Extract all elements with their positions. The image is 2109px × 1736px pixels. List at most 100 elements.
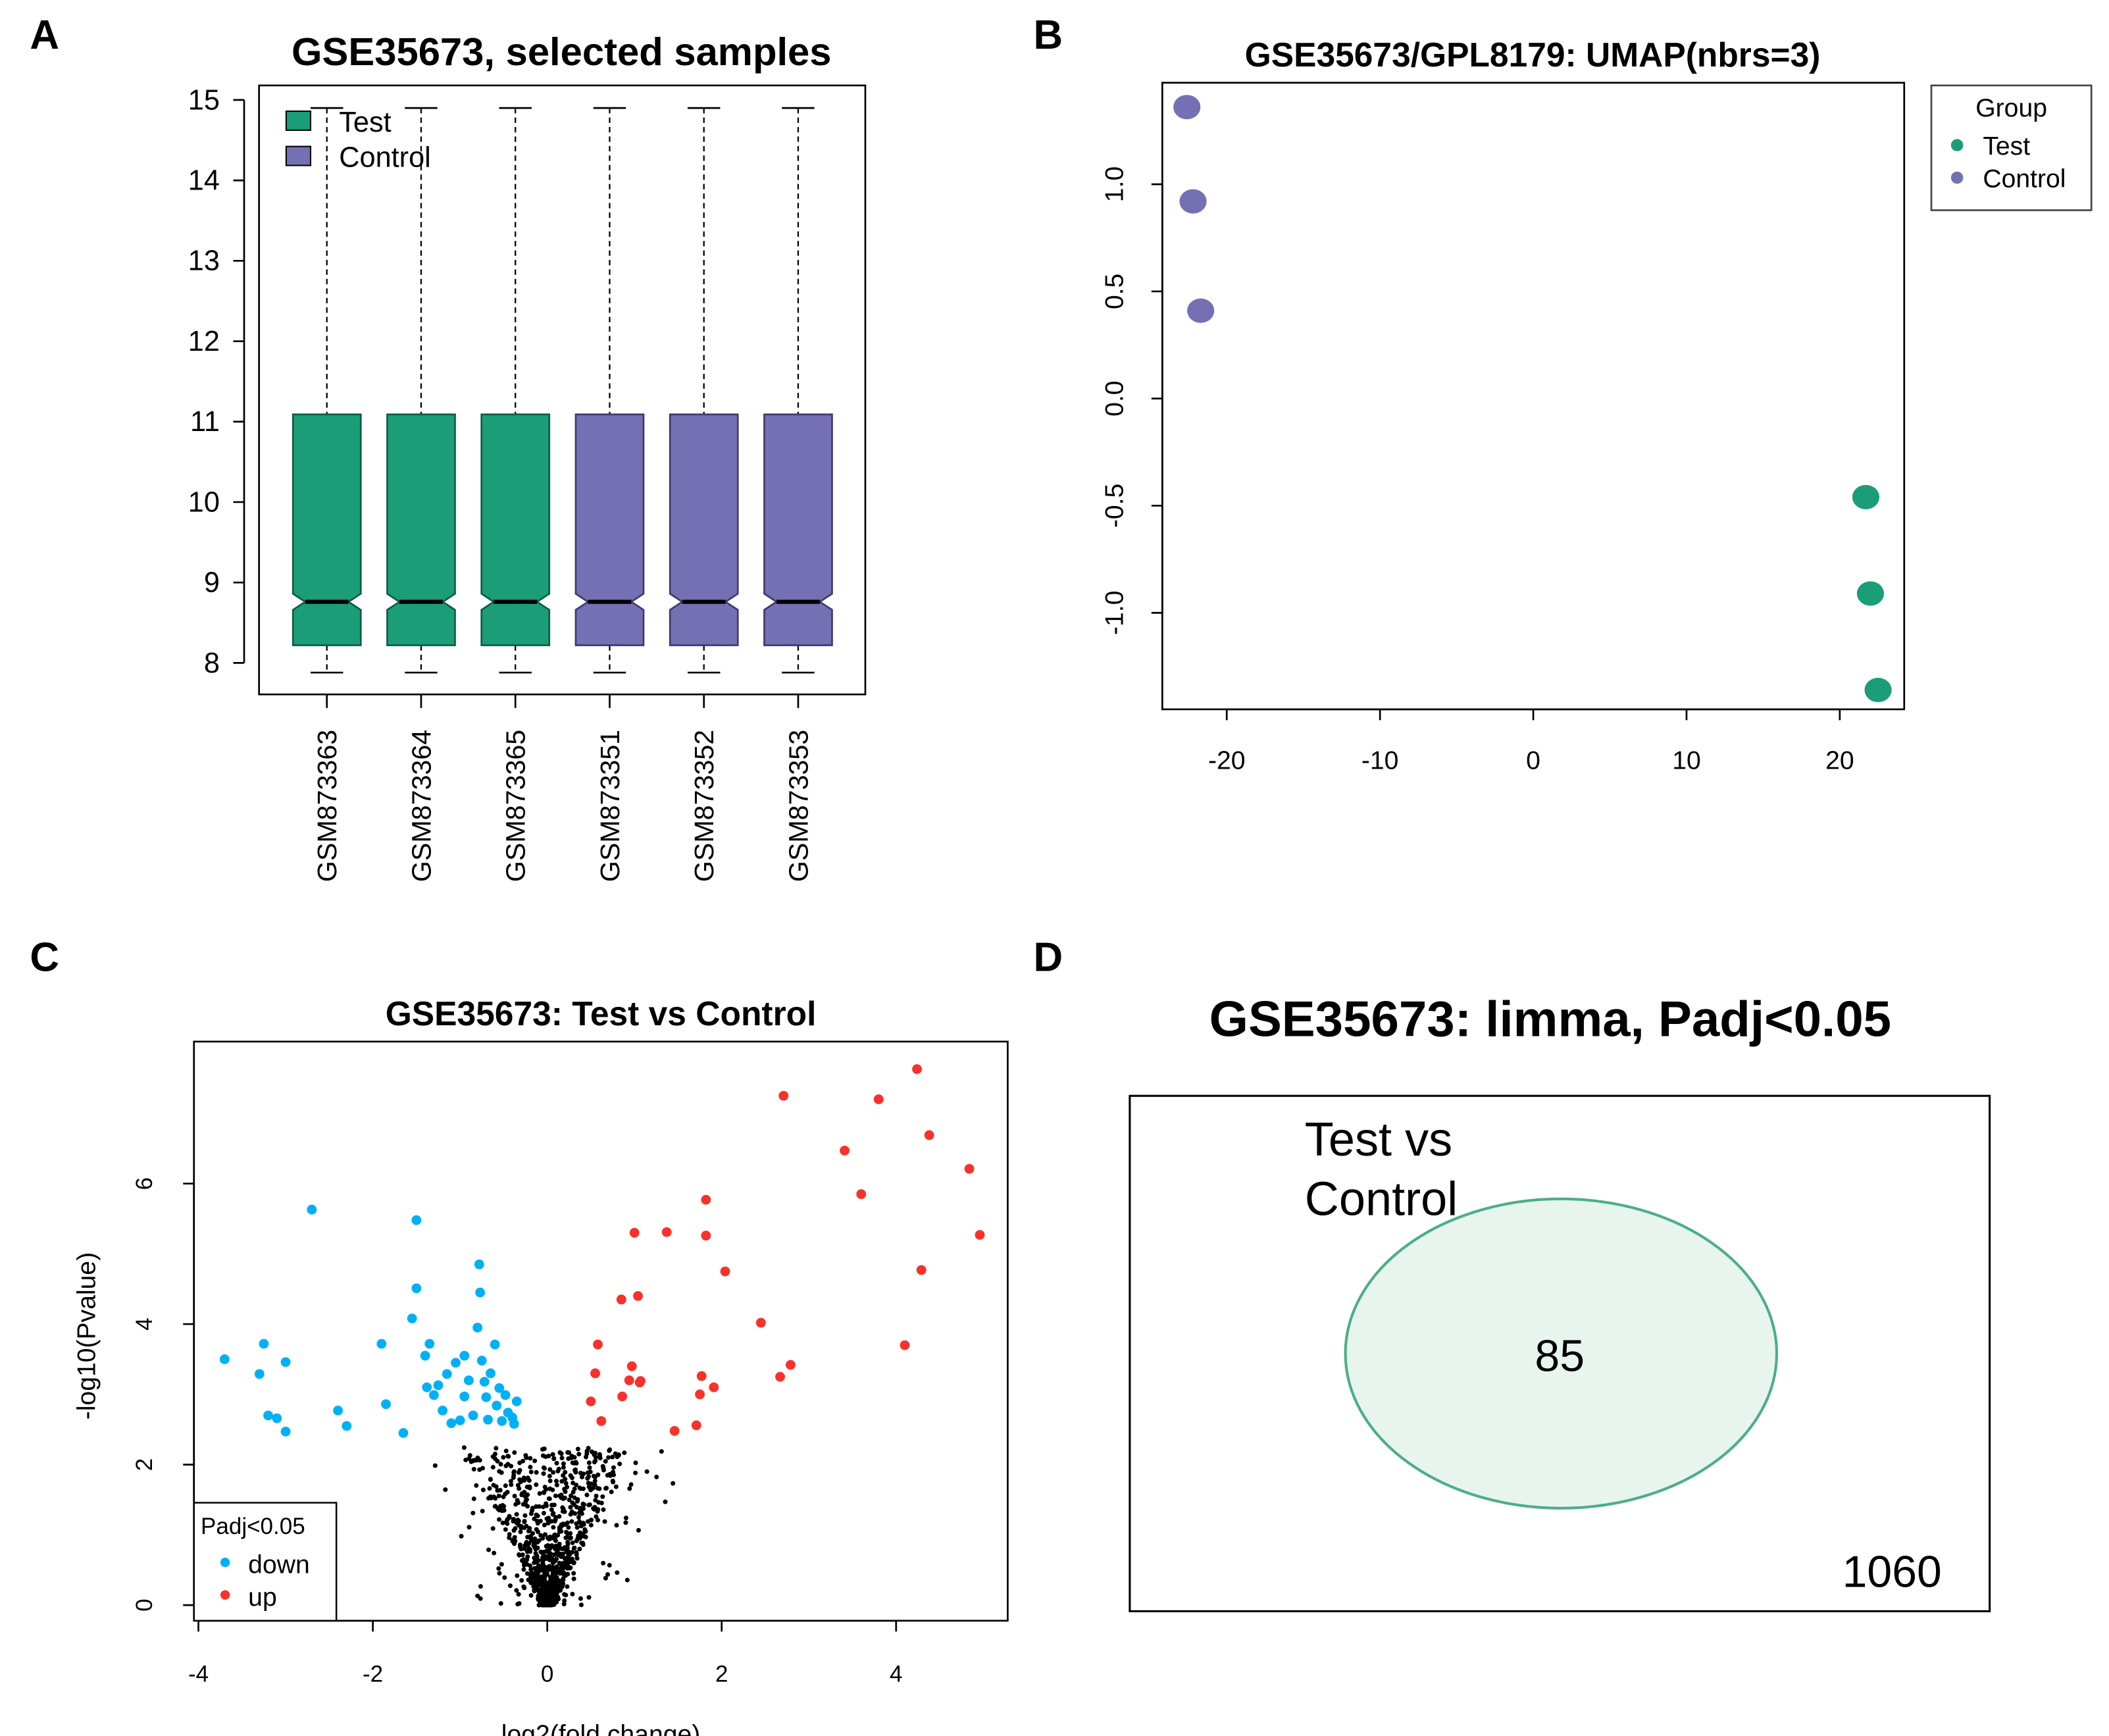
panel-a-boxes <box>292 107 833 674</box>
nonsignificant-gene-point <box>592 1482 597 1487</box>
nonsignificant-gene-point <box>532 1586 538 1591</box>
nonsignificant-gene-point <box>519 1578 524 1583</box>
nonsignificant-gene-point <box>539 1564 544 1570</box>
y-tick-label: 12 <box>188 326 220 357</box>
x-tick-label: 0 <box>541 1662 553 1687</box>
gene-point-down <box>476 1356 487 1366</box>
nonsignificant-gene-point <box>551 1525 556 1530</box>
nonsignificant-gene-point <box>623 1520 628 1525</box>
nonsignificant-gene-point <box>541 1550 546 1555</box>
nonsignificant-gene-point <box>570 1540 575 1545</box>
nonsignificant-gene-point <box>574 1556 580 1561</box>
venn-set-label-line1: Test vs <box>1305 1113 1452 1166</box>
nonsignificant-gene-point <box>520 1478 525 1483</box>
nonsignificant-gene-point <box>546 1496 551 1501</box>
nonsignificant-gene-point <box>633 1460 638 1466</box>
nonsignificant-gene-point <box>521 1567 526 1572</box>
nonsignificant-gene-point <box>547 1575 553 1580</box>
notched-box <box>574 413 645 646</box>
nonsignificant-gene-point <box>461 1445 467 1450</box>
nonsignificant-gene-point <box>563 1489 568 1494</box>
nonsignificant-gene-point <box>622 1450 627 1456</box>
nonsignificant-gene-point <box>471 1467 476 1472</box>
legend-swatch-test <box>285 110 312 131</box>
nonsignificant-gene-point <box>559 1456 565 1461</box>
gene-point-up <box>856 1189 867 1200</box>
gene-point-up <box>964 1163 975 1174</box>
nonsignificant-gene-point <box>535 1540 540 1545</box>
gene-point-down <box>481 1392 492 1402</box>
nonsignificant-gene-point <box>563 1477 568 1482</box>
nonsignificant-gene-point <box>497 1504 503 1510</box>
panel-d-title: GSE35673: limma, Padj<0.05 <box>1209 992 1891 1048</box>
nonsignificant-gene-point <box>600 1464 605 1469</box>
nonsignificant-gene-point <box>478 1584 483 1589</box>
nonsignificant-gene-point <box>550 1487 555 1493</box>
nonsignificant-gene-point <box>569 1519 574 1524</box>
nonsignificant-gene-point <box>557 1514 562 1519</box>
nonsignificant-gene-point <box>526 1546 532 1551</box>
panel-b-x-ticks: -20 -10 0 10 20 <box>1208 709 1854 775</box>
gene-point-down <box>342 1421 352 1431</box>
nonsignificant-gene-point <box>467 1525 472 1530</box>
panel-b-umap: B GSE35673/GPL8179: UMAP(nbrs=3) -20 -10 0… <box>1034 13 2093 775</box>
y-tick-label: 1.0 <box>1101 166 1129 202</box>
gene-point-down <box>511 1396 522 1406</box>
nonsignificant-gene-point <box>522 1585 527 1591</box>
panel-b-letter: B <box>1034 13 1063 58</box>
panel-b-legend: Group Test Control <box>1930 84 2093 211</box>
gene-point-down <box>459 1350 470 1361</box>
box-GSM873353 <box>763 107 833 674</box>
nonsignificant-gene-point <box>500 1520 505 1525</box>
nonsignificant-gene-point <box>478 1596 483 1601</box>
nonsignificant-gene-point <box>568 1504 573 1510</box>
gene-point-down <box>428 1390 439 1400</box>
gene-point-down <box>509 1419 519 1429</box>
x-tick-label: -2 <box>363 1662 383 1687</box>
nonsignificant-gene-point <box>540 1600 545 1605</box>
nonsignificant-gene-point <box>588 1523 594 1528</box>
nonsignificant-gene-point <box>549 1543 555 1548</box>
nonsignificant-gene-point <box>597 1452 602 1457</box>
panel-b-legend-title: Group <box>1975 94 2047 122</box>
gene-point-up <box>720 1266 730 1277</box>
nonsignificant-gene-point <box>528 1469 534 1475</box>
nonsignificant-gene-point <box>561 1465 566 1470</box>
gene-point-up <box>616 1294 626 1305</box>
gene-point-down <box>411 1283 422 1294</box>
nonsignificant-gene-point <box>607 1562 612 1568</box>
nonsignificant-gene-point <box>545 1571 550 1577</box>
nonsignificant-gene-point <box>580 1541 586 1546</box>
gene-point-up <box>701 1231 711 1240</box>
gene-point-up <box>924 1130 934 1140</box>
nonsignificant-gene-point <box>550 1565 555 1570</box>
nonsignificant-gene-point <box>546 1516 551 1521</box>
nonsignificant-gene-point <box>594 1493 599 1498</box>
y-tick-label: 0.0 <box>1101 380 1129 416</box>
nonsignificant-gene-point <box>505 1462 511 1467</box>
nonsignificant-gene-point <box>567 1497 572 1502</box>
nonsignificant-gene-point <box>551 1511 556 1516</box>
nonsignificant-gene-point <box>536 1596 542 1602</box>
nonsignificant-gene-point <box>550 1452 555 1457</box>
nonsignificant-gene-point <box>551 1469 556 1475</box>
nonsignificant-gene-point <box>572 1467 578 1472</box>
gene-point-up <box>590 1368 600 1379</box>
nonsignificant-gene-point <box>557 1529 562 1534</box>
panel-a-boxplot: A GSE35673, selected samples 8 9 10 11 12 13 1… <box>30 13 867 882</box>
gene-point-down <box>497 1416 507 1426</box>
box-GSM873352 <box>669 107 739 674</box>
nonsignificant-gene-point <box>550 1588 555 1593</box>
nonsignificant-gene-point <box>495 1458 500 1464</box>
nonsignificant-gene-point <box>557 1525 562 1530</box>
umap-point-control <box>1187 298 1215 323</box>
x-tick-label: 20 <box>1825 747 1854 775</box>
nonsignificant-gene-point <box>582 1527 588 1532</box>
nonsignificant-gene-point <box>572 1502 577 1507</box>
nonsignificant-gene-point <box>574 1460 579 1466</box>
nonsignificant-gene-point <box>572 1495 577 1500</box>
nonsignificant-gene-point <box>578 1602 584 1608</box>
nonsignificant-gene-point <box>571 1576 576 1581</box>
nonsignificant-gene-point <box>576 1533 581 1539</box>
nonsignificant-gene-point <box>507 1531 512 1537</box>
